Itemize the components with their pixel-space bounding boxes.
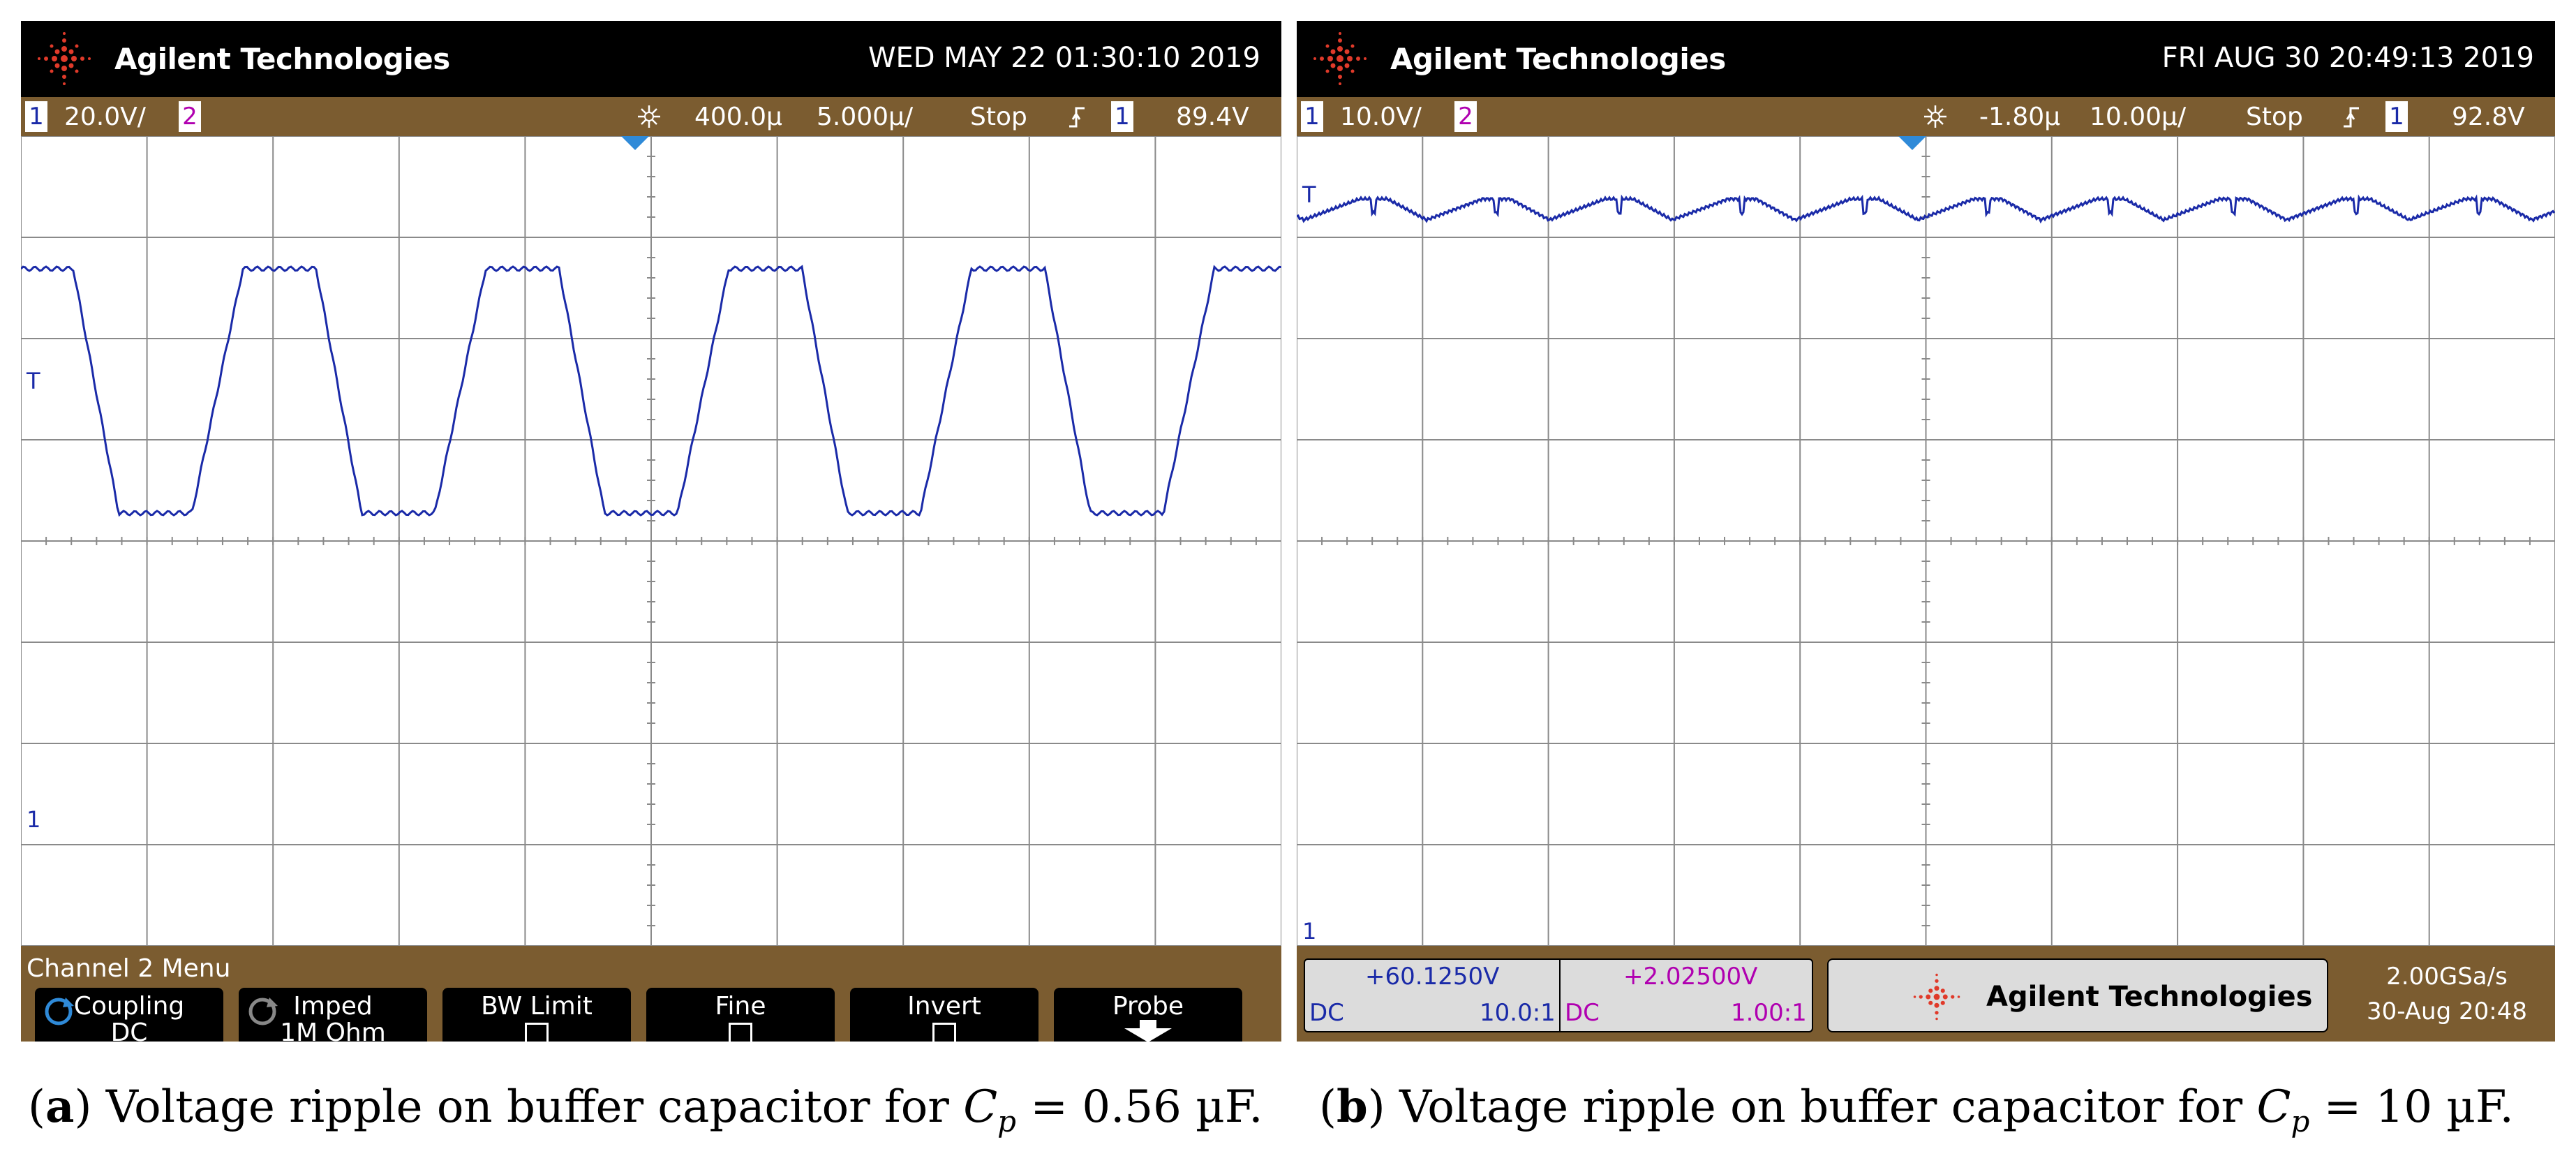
channel-1-coupling: DC [1309,999,1344,1027]
softkey-label: Probe [1112,992,1184,1021]
readout-bar: +60.1250V DC 10.0:1 +2.02500V DC 1.00:1 … [1297,946,2555,1042]
probe-softkey[interactable]: Probe [1054,988,1242,1042]
status-bar: 1 10.0V/ 2 -1.80µ 10.00µ/ Stop 1 92.8V [1297,97,2555,136]
graticule: T 1 [1297,136,2555,946]
softkey-value: DC [110,1018,148,1042]
waveform-display: T 1 [21,136,1281,946]
softkey-label: Coupling [73,992,185,1021]
brand-name: Agilent Technologies [114,42,450,76]
trigger-delay: -1.80µ [1979,103,2061,131]
softkey-label: BW Limit [481,992,593,1021]
channel-2-readout-value: +2.02500V [1623,963,1758,991]
channel-2-coupling: DC [1565,999,1600,1027]
channel-1-probe: 10.0:1 [1480,999,1556,1027]
softkey-label: Invert [907,992,981,1021]
oscilloscope-screen-b: Agilent Technologies FRI AUG 30 20:49:13… [1297,21,2555,1042]
caption-tag: b [1336,1081,1368,1133]
acquisition-sunburst-icon [1924,105,1946,128]
softkey-value: 1M Ohm [280,1018,386,1042]
trigger-position-marker [1898,136,1926,150]
channel-1-scale: 10.0V/ [1340,103,1422,131]
trigger-position-marker [621,136,649,150]
channel-1-indicator[interactable]: 1 [1301,101,1323,132]
caption-a: (a) Voltage ripple on buffer capacitor f… [28,1081,1263,1139]
caption-b: (b) Voltage ripple on buffer capacitor f… [1319,1081,2514,1139]
run-state: Stop [970,103,1027,131]
channel-readouts: +60.1250V DC 10.0:1 +2.02500V DC 1.00:1 [1304,958,1813,1032]
graticule: T 1 [21,136,1281,946]
menu-title: Channel 2 Menu [21,946,1281,988]
caption-subscript: p [997,1104,1017,1139]
channel-2-probe: 1.00:1 [1731,999,1807,1027]
invert-softkey[interactable]: Invert [850,988,1038,1042]
trigger-level-marker: T [1302,181,1316,208]
caption-text: Voltage ripple on buffer capacitor for [1399,1081,2243,1133]
channel-1-scale: 20.0V/ [64,103,146,131]
channel-1-readout-value: +60.1250V [1365,963,1500,991]
caption-value: = 0.56 µF. [1030,1081,1263,1133]
channel-2-indicator[interactable]: 2 [179,101,201,132]
datetime: FRI AUG 30 20:49:13 2019 [2161,42,2534,74]
trigger-source-indicator: 1 [1111,101,1133,132]
caption-symbol: C [963,1081,998,1133]
scope-header: Agilent Technologies FRI AUG 30 20:49:13… [1297,21,2555,97]
refresh-circle-icon [248,998,278,1025]
fine-checkbox[interactable] [729,1023,752,1042]
caption-tag: a [45,1081,75,1133]
status-bar: 1 20.0V/ 2 400.0µ 5.000µ/ Stop 1 89.4V [21,97,1281,136]
channel-1-ground-marker: 1 [1302,918,1316,944]
bw-limit-checkbox[interactable] [525,1023,549,1042]
timebase: 5.000µ/ [817,103,914,131]
caption-text: Voltage ripple on buffer capacitor for [105,1081,949,1133]
channel-1-indicator[interactable]: 1 [25,101,47,132]
datetime: WED MAY 22 01:30:10 2019 [868,42,1260,74]
channel-2-indicator[interactable]: 2 [1454,101,1477,132]
acquisition-sunburst-icon [638,105,660,128]
waveform-display: T 1 [1297,136,2555,946]
sample-timestamp: 30-Aug 20:48 [2367,998,2527,1025]
bw-limit-softkey[interactable]: BW Limit [442,988,631,1042]
trigger-source-indicator: 1 [2385,101,2408,132]
trigger-delay: 400.0µ [694,103,782,131]
caption-symbol: C [2256,1081,2291,1133]
coupling-softkey[interactable]: Coupling DC [35,988,223,1042]
refresh-circle-icon [45,998,74,1025]
brand-banner: Agilent Technologies [1827,958,2328,1032]
caption-value: = 10 µF. [2323,1081,2514,1133]
fine-softkey[interactable]: Fine [646,988,835,1042]
softkey-label: Fine [715,992,766,1021]
down-arrow-icon [1124,1020,1172,1042]
brand-name: Agilent Technologies [1390,42,1726,76]
run-state: Stop [2246,103,2303,131]
channel-1-trace [21,265,1281,517]
scope-header: Agilent Technologies WED MAY 22 01:30:10… [21,21,1281,97]
sample-rate: 2.00GSa/s [2386,963,2508,991]
trigger-rising-edge-icon [1069,107,1085,128]
channel-1-ground-marker: 1 [27,806,40,833]
channel-1-trace [1297,194,2555,224]
softkey-bar: Coupling DC Imped 1M Ohm BW Limit Fine I… [21,988,1281,1042]
timebase: 10.00µ/ [2090,103,2187,131]
softkey-label: Imped [293,992,373,1021]
invert-checkbox[interactable] [932,1023,956,1042]
caption-subscript: p [2291,1104,2310,1139]
agilent-spark-logo-icon [1313,32,1367,85]
brand-banner-label: Agilent Technologies [1986,981,2313,1013]
imped-softkey[interactable]: Imped 1M Ohm [239,988,427,1042]
trigger-level-marker: T [26,368,40,394]
oscilloscope-screen-a: Agilent Technologies WED MAY 22 01:30:10… [21,21,1281,1042]
agilent-spark-logo-icon [38,32,91,85]
trigger-rising-edge-icon [2344,107,2359,128]
trigger-level: 92.8V [2452,103,2525,131]
agilent-spark-logo-icon [1913,973,1960,1021]
trigger-level: 89.4V [1176,103,1249,131]
